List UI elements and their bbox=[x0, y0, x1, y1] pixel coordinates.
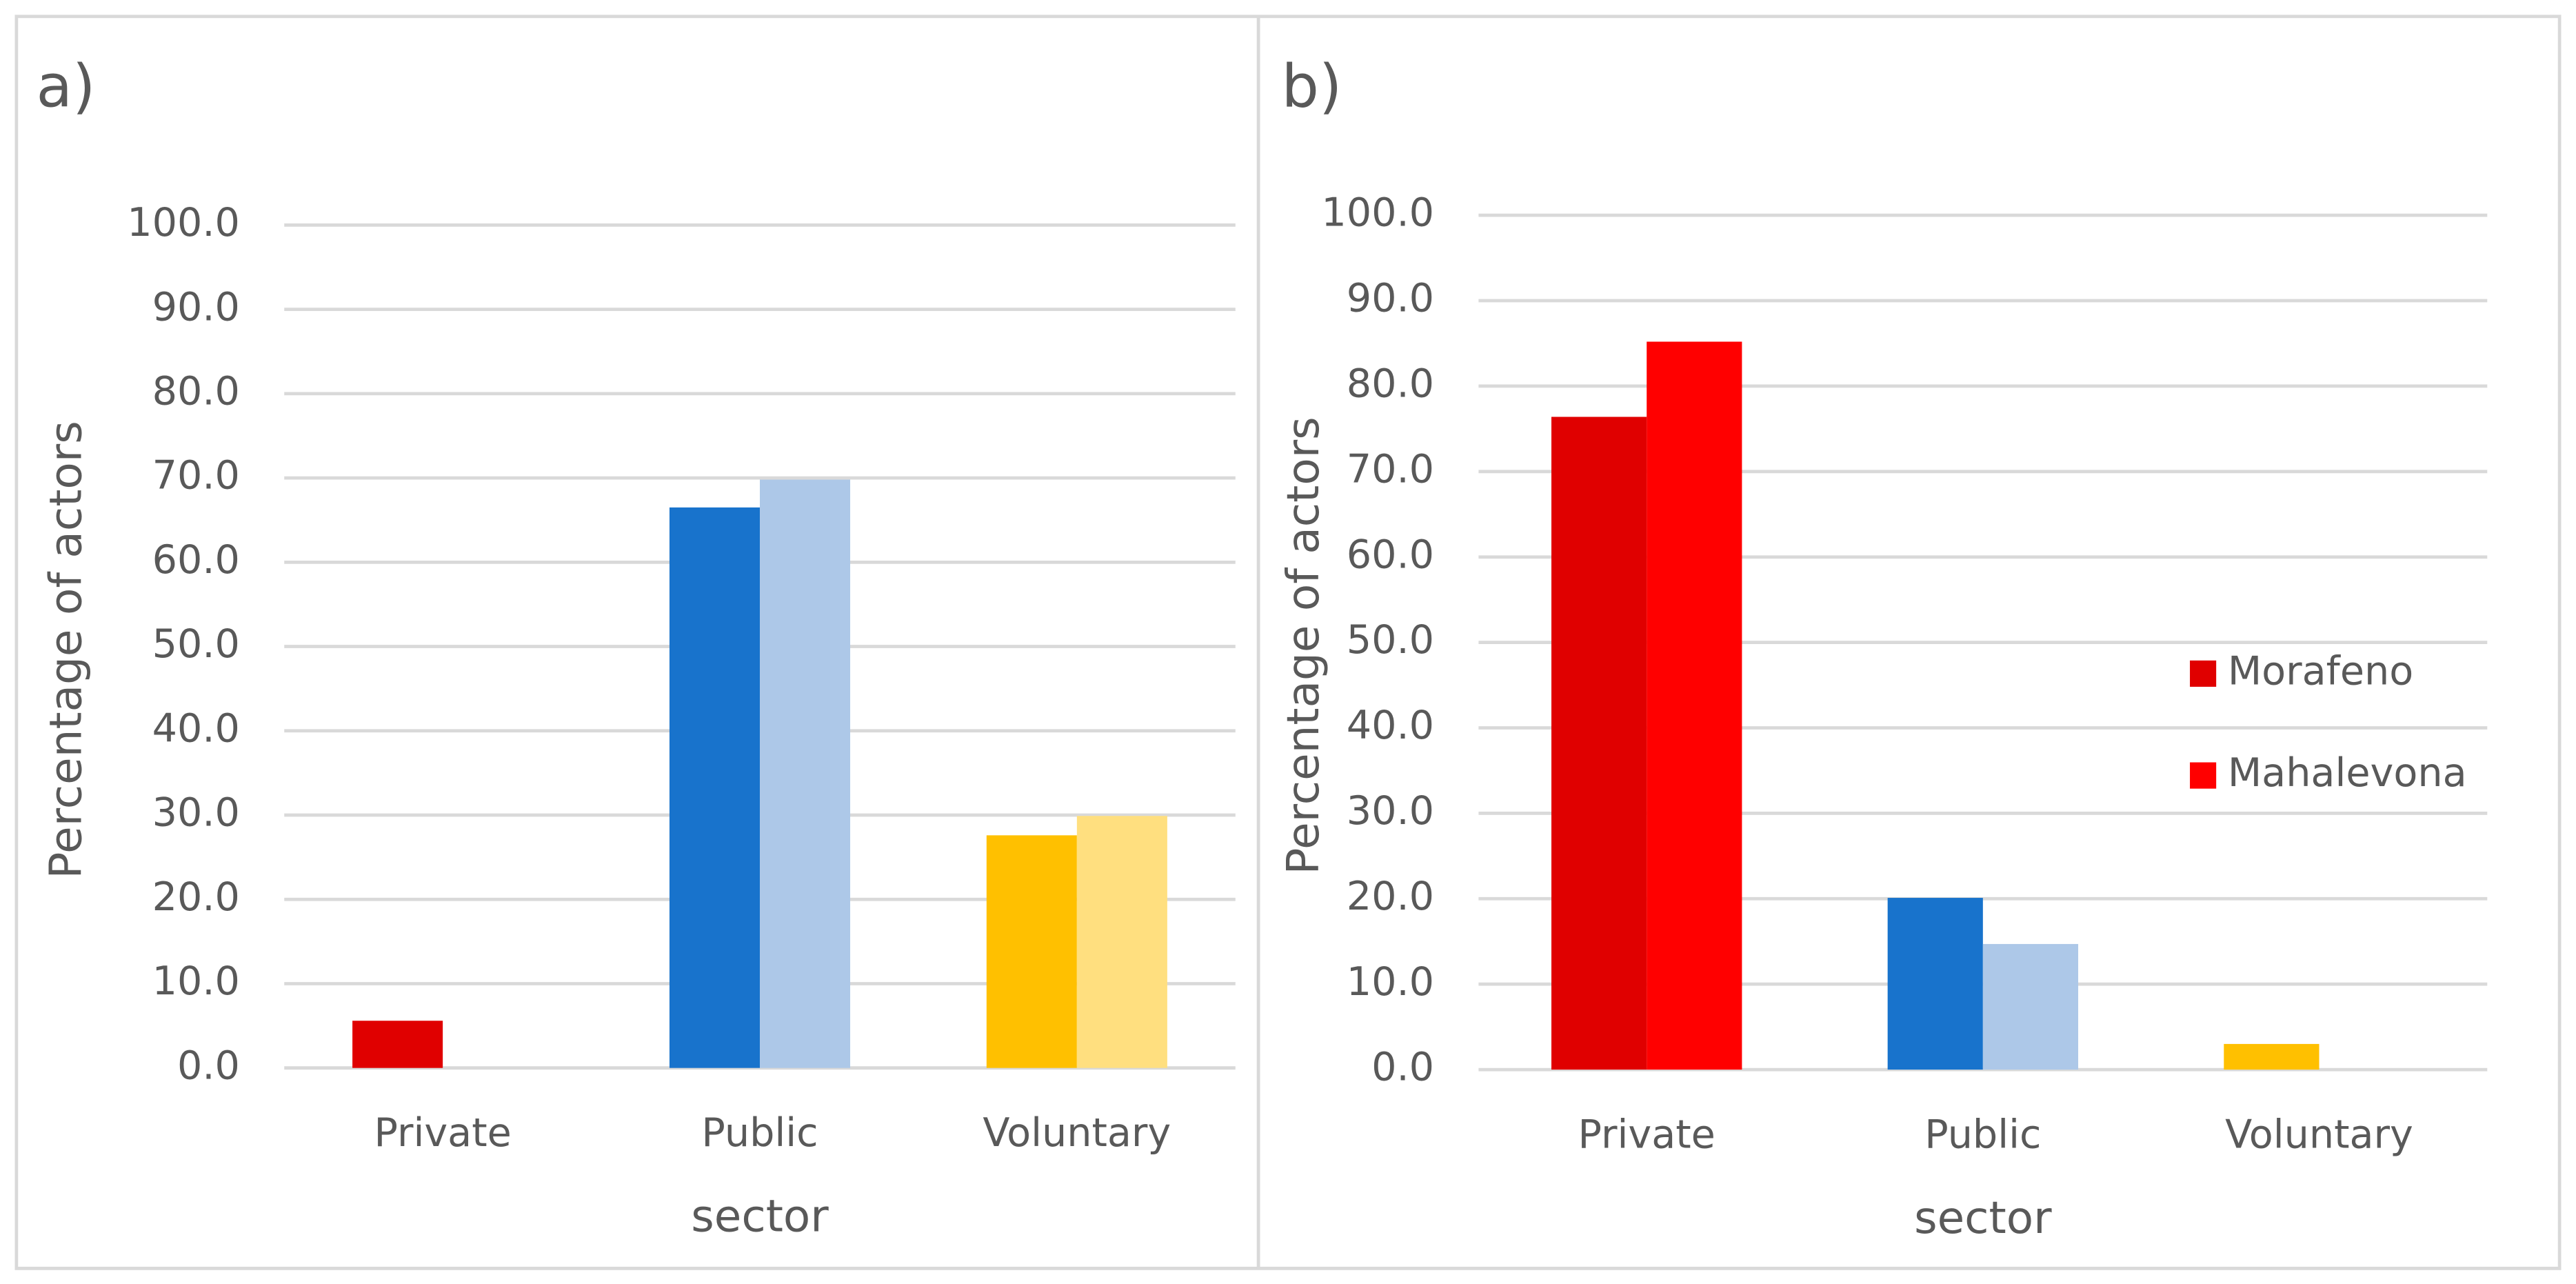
y-tick-label: 70.0 bbox=[152, 453, 240, 499]
x-tick-label: Public bbox=[1924, 1112, 2041, 1157]
y-tick-label: 70.0 bbox=[1347, 446, 1434, 492]
bar bbox=[352, 1021, 443, 1068]
panel-label: a) bbox=[36, 52, 95, 121]
y-tick-label: 100.0 bbox=[127, 200, 240, 245]
y-tick-label: 30.0 bbox=[1347, 788, 1434, 834]
x-tick-label: Voluntary bbox=[983, 1110, 1171, 1156]
legend-label: Morafeno bbox=[2228, 648, 2413, 694]
y-tick-label: 60.0 bbox=[1347, 532, 1434, 577]
y-tick-label: 0.0 bbox=[1371, 1045, 1434, 1090]
bar bbox=[1887, 898, 1983, 1070]
bar bbox=[759, 479, 851, 1068]
bar bbox=[986, 835, 1077, 1068]
y-tick-label: 40.0 bbox=[1347, 703, 1434, 748]
y-tick-label: 30.0 bbox=[152, 790, 240, 836]
y-tick-label: 10.0 bbox=[152, 959, 240, 1004]
x-tick-label: Voluntary bbox=[2225, 1112, 2413, 1157]
y-tick-label: 90.0 bbox=[1347, 276, 1434, 321]
y-tick-label: 100.0 bbox=[1321, 190, 1434, 236]
legend-swatch bbox=[2190, 660, 2217, 687]
x-tick-label: Private bbox=[374, 1110, 511, 1156]
bar bbox=[669, 507, 760, 1068]
panel-label: b) bbox=[1281, 52, 1342, 121]
y-tick-label: 50.0 bbox=[152, 621, 240, 667]
x-axis-label: sector bbox=[1914, 1192, 2052, 1244]
y-tick-label: 20.0 bbox=[1347, 874, 1434, 919]
y-tick-label: 20.0 bbox=[152, 874, 240, 920]
y-tick-label: 10.0 bbox=[1347, 959, 1434, 1005]
x-tick-label: Public bbox=[701, 1110, 818, 1156]
y-tick-label: 80.0 bbox=[152, 368, 240, 414]
x-tick-label: Private bbox=[1578, 1112, 1715, 1157]
legend-label: Mahalevona bbox=[2228, 750, 2467, 796]
y-tick-label: 0.0 bbox=[177, 1043, 240, 1088]
y-axis-label: Percentage of actors bbox=[1278, 417, 1329, 874]
y-tick-label: 90.0 bbox=[152, 284, 240, 330]
legend-swatch bbox=[2190, 762, 2217, 789]
bar bbox=[1647, 341, 1742, 1070]
y-tick-label: 60.0 bbox=[152, 537, 240, 583]
y-tick-label: 40.0 bbox=[152, 705, 240, 751]
y-tick-label: 50.0 bbox=[1347, 617, 1434, 663]
y-axis-label: Percentage of actors bbox=[41, 421, 92, 879]
bar bbox=[2224, 1043, 2320, 1070]
bar bbox=[1076, 816, 1167, 1068]
bar bbox=[1551, 417, 1647, 1070]
y-tick-label: 80.0 bbox=[1347, 361, 1434, 407]
bar bbox=[1982, 943, 2079, 1070]
x-axis-label: sector bbox=[691, 1190, 829, 1242]
